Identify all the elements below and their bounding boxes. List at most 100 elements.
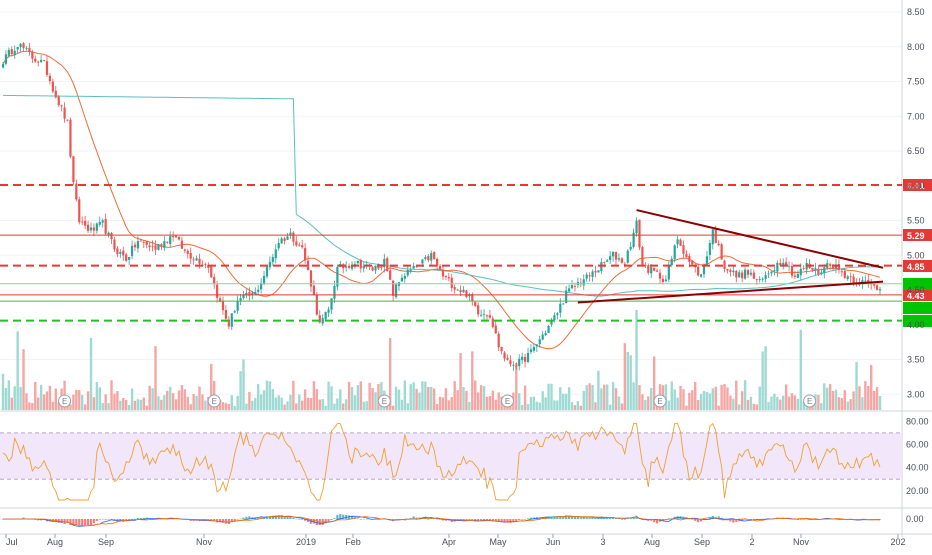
macd-histogram-bar [579,517,582,519]
volume-bar [233,405,236,410]
candle-body [204,264,207,265]
earnings-marker-2[interactable] [377,394,391,408]
macd-histogram-bar [312,519,316,524]
macd-histogram-bar [104,519,107,520]
volume-bar [163,395,166,410]
candle-body [438,266,442,270]
volume-bar [784,384,788,410]
volume-bar [92,397,96,410]
macd-histogram-bar [570,515,574,519]
volume-bar [177,390,181,410]
volume-bar [547,383,550,410]
candle-body [691,260,694,265]
macd-histogram-bar [573,516,577,519]
candle-body [84,220,87,226]
horizontal-levels-layer[interactable]: 6.01 5.29 4.85 4.43 [0,179,932,327]
earnings-marker-0[interactable] [58,394,72,408]
time-axis-layer[interactable]: Jul Aug Sep Nov 2019 Feb Apr May Jun 3 Aug Sep 2 Nov 2… [5,534,906,547]
volume-bar [377,384,380,410]
volume-bar [482,386,486,410]
macd-histogram-bar [805,518,808,520]
candle-body [802,268,805,269]
macd-histogram-bar [720,517,723,519]
macd-histogram-bar [503,519,506,523]
volume-bar [28,402,31,410]
volume-bar [388,338,392,410]
candle-body [424,257,427,259]
volume-bar [864,381,867,410]
trend-line-upper[interactable] [636,209,884,269]
macd-histogram-bar [623,519,626,520]
macd-histogram-bar [609,517,612,519]
candle-body [761,278,764,280]
volume-bar [479,385,483,410]
candle-body [148,245,151,248]
candle-body [456,289,459,291]
volume-bar [468,401,471,410]
candle-body [793,275,797,277]
volume-bar [4,388,8,410]
macd-histogram-bar [265,516,269,519]
candle-body [509,360,512,365]
volume-bar [303,389,307,410]
earnings-marker-3[interactable] [500,394,514,408]
volume-bar [526,404,530,410]
time-tick-label-4: 2019 [296,537,316,547]
candle-body [66,119,69,121]
volume-bar [256,383,260,410]
candle-body [166,241,169,243]
volume-bar [69,404,72,410]
time-tick-label-6: Apr [442,537,456,547]
time-tick-label-12: 2 [749,537,754,547]
earnings-marker-5[interactable] [803,394,817,408]
trend-lines-layer[interactable] [577,209,884,304]
volume-bar [620,403,624,410]
macd-histogram-bar [479,519,483,521]
candle-body [550,320,553,325]
candle-body [447,277,450,279]
volume-bar [594,402,597,410]
earnings-marker-label-1: E [212,397,217,406]
time-tick-label-13: Nov [793,537,810,547]
macd-histogram-bar [218,519,222,523]
candle-body [224,309,228,319]
macd-histogram-bar [160,519,163,520]
volume-bar [647,396,650,410]
macd-histogram-bar [98,518,101,520]
volume-bar [614,388,618,410]
candle-body [702,265,706,275]
macd-histogram-bar [708,517,711,519]
earnings-marker-1[interactable] [207,394,221,408]
time-tick-label-10: Aug [644,537,660,547]
candle-body [723,260,726,270]
macd-histogram-bar [670,518,673,519]
macd-histogram-bar [139,518,142,519]
candle-body [658,272,662,279]
volume-bar [588,383,591,410]
macd-histogram-bar [216,519,219,523]
volume-bar [564,393,568,410]
volume-bar [333,403,336,410]
candle-body [292,232,295,242]
price-axis-layer[interactable]: 8.50 8.00 7.50 7.00 6.50 6.00 5.50 5.00 4.50 4.00… [907,7,925,399]
trend-line-lower[interactable] [577,280,884,304]
candle-body [535,344,538,347]
volume-bar [116,391,119,410]
candle-body [69,119,72,157]
candle-body [371,267,374,271]
volume-bar [306,397,310,410]
volume-bar [852,391,855,410]
earnings-marker-4[interactable] [653,394,667,408]
earnings-marker-label-0: E [62,397,67,406]
volume-bar [365,401,368,410]
candle-body [606,260,609,262]
volume-bar [635,310,638,410]
candle-body [559,303,562,313]
volume-bar [685,405,688,410]
candle-body [177,236,181,240]
volume-bar [227,403,231,410]
candle-body [544,332,547,336]
volume-bar [782,395,785,410]
